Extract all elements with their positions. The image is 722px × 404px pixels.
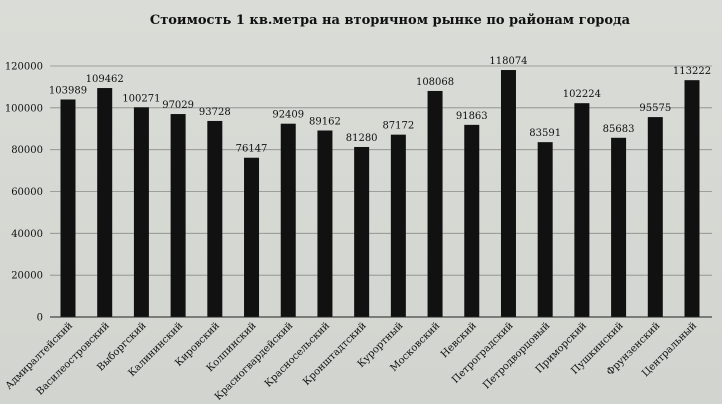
data-label: 81280 bbox=[346, 133, 378, 144]
category-label: Петроградский bbox=[450, 320, 516, 386]
bar-15 bbox=[574, 103, 590, 318]
y-axis-ticks: 0 20000 40000 60000 80000 100000 120000 bbox=[5, 62, 43, 324]
bar-4 bbox=[170, 114, 186, 318]
bar-2 bbox=[97, 88, 113, 317]
bar-10 bbox=[390, 134, 406, 317]
bar-11 bbox=[427, 90, 443, 317]
data-label: 100271 bbox=[122, 93, 160, 104]
data-label: 85683 bbox=[603, 124, 635, 135]
grid-lines bbox=[50, 65, 712, 318]
data-label: 118074 bbox=[489, 56, 527, 67]
data-label: 95575 bbox=[639, 103, 671, 114]
data-label: 97029 bbox=[162, 100, 194, 111]
category-label: Петродворцовый bbox=[481, 320, 552, 391]
data-label: 93728 bbox=[199, 107, 231, 118]
bar-5 bbox=[207, 120, 223, 317]
bar-12 bbox=[464, 124, 480, 317]
data-label: 89162 bbox=[309, 117, 341, 128]
bar-18 bbox=[684, 80, 700, 318]
category-label: Кронштадтский bbox=[301, 320, 369, 388]
y-tick-label: 100000 bbox=[5, 103, 43, 114]
chart-title: Стоимость 1 кв.метра на вторичном рынке … bbox=[150, 13, 631, 28]
bars bbox=[60, 70, 700, 318]
category-label: Василеостровский bbox=[35, 320, 112, 397]
bar-3 bbox=[133, 107, 149, 317]
bar-9 bbox=[354, 146, 370, 317]
bar-17 bbox=[647, 117, 663, 317]
data-label: 92409 bbox=[272, 110, 304, 121]
category-label: Красносельский bbox=[263, 320, 332, 389]
x-axis-categories: АдмиралтейскийВасилеостровскийВыборгский… bbox=[4, 320, 700, 403]
data-label: 102224 bbox=[563, 89, 601, 100]
data-label: 108068 bbox=[416, 77, 454, 88]
y-tick-label: 120000 bbox=[5, 62, 43, 73]
bar-1 bbox=[60, 99, 76, 317]
bar-6 bbox=[244, 157, 260, 317]
bar-7 bbox=[280, 123, 296, 317]
y-tick-label: 0 bbox=[37, 313, 43, 324]
data-label: 109462 bbox=[86, 74, 124, 85]
y-tick-label: 60000 bbox=[11, 187, 43, 198]
data-label: 76147 bbox=[236, 144, 268, 155]
bar-14 bbox=[537, 142, 553, 317]
bar-13 bbox=[500, 70, 516, 317]
y-tick-label: 20000 bbox=[11, 271, 43, 282]
data-label: 91863 bbox=[456, 111, 488, 122]
y-tick-label: 80000 bbox=[11, 145, 43, 156]
y-tick-label: 40000 bbox=[11, 229, 43, 240]
category-label: Адмиралтейский bbox=[4, 320, 76, 392]
data-label: 83591 bbox=[529, 128, 561, 139]
bar-16 bbox=[611, 137, 627, 317]
data-label: 113222 bbox=[673, 66, 711, 77]
bar-8 bbox=[317, 130, 333, 317]
data-label: 103989 bbox=[49, 85, 87, 96]
data-label: 87172 bbox=[382, 121, 414, 132]
